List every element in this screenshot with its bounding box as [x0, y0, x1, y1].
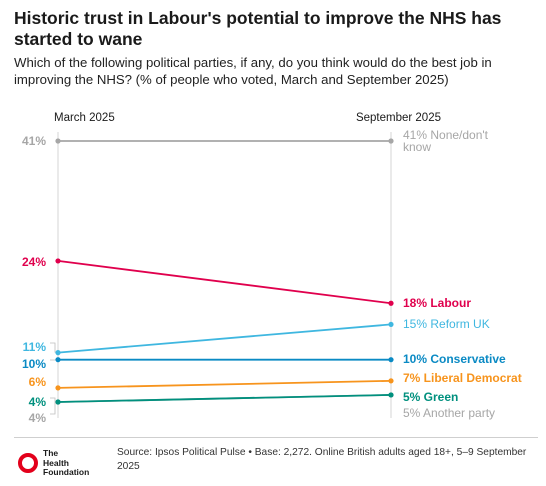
start-label-5: 4% — [29, 395, 47, 409]
point-end-1 — [388, 300, 394, 306]
chart-title: Historic trust in Labour's potential to … — [14, 8, 502, 49]
end-label-6: 5% Another party — [403, 406, 495, 420]
start-label-6: 4% — [29, 411, 47, 425]
logo-text: The Health Foundation — [43, 448, 90, 477]
label-leader-3 — [50, 402, 56, 415]
start-label-1: 24% — [22, 255, 46, 269]
end-label-2: 15% Reform UK — [403, 317, 490, 331]
point-start-3 — [55, 357, 61, 363]
x-label-end: September 2025 — [356, 112, 441, 124]
end-label-5: 5% Green — [403, 390, 458, 404]
point-start-1 — [55, 258, 61, 264]
logo-ring-icon — [18, 453, 38, 473]
start-label-2: 11% — [23, 340, 47, 354]
end-label-1: 18% Labour — [403, 296, 471, 310]
label-leader-0 — [50, 342, 56, 353]
series-line-labour — [57, 260, 392, 305]
series-line-reform-uk — [57, 323, 392, 354]
series-line-liberal-democrat — [57, 379, 392, 389]
start-label-4: 6% — [29, 375, 47, 389]
chart-subtitle: Which of the following political parties… — [14, 55, 492, 87]
point-end-0 — [388, 138, 394, 144]
series-line-green — [57, 394, 392, 403]
health-foundation-logo: The Health Foundation — [18, 448, 98, 479]
end-label-3: 10% Conservative — [403, 352, 506, 366]
line-chart: March 2025 September 2025 41% 41% None/do… — [22, 112, 522, 425]
start-label-0: 41% — [22, 134, 46, 148]
start-label-3: 10% — [22, 357, 46, 371]
end-label-0: 41% None/don't know — [403, 128, 489, 154]
end-label-4: 7% Liberal Democrat — [403, 371, 522, 385]
point-start-2 — [55, 350, 61, 356]
point-end-2 — [388, 321, 394, 328]
source-note: Source: Ipsos Political Pulse • Base: 2,… — [117, 447, 527, 472]
footer-divider — [14, 437, 538, 438]
x-label-start: March 2025 — [54, 112, 115, 124]
point-end-4 — [388, 378, 394, 384]
point-end-5 — [388, 392, 394, 398]
point-end-3 — [388, 357, 394, 363]
point-start-4 — [55, 385, 61, 391]
label-leader-2 — [50, 397, 56, 402]
point-start-5 — [55, 399, 61, 405]
point-start-0 — [55, 138, 61, 144]
